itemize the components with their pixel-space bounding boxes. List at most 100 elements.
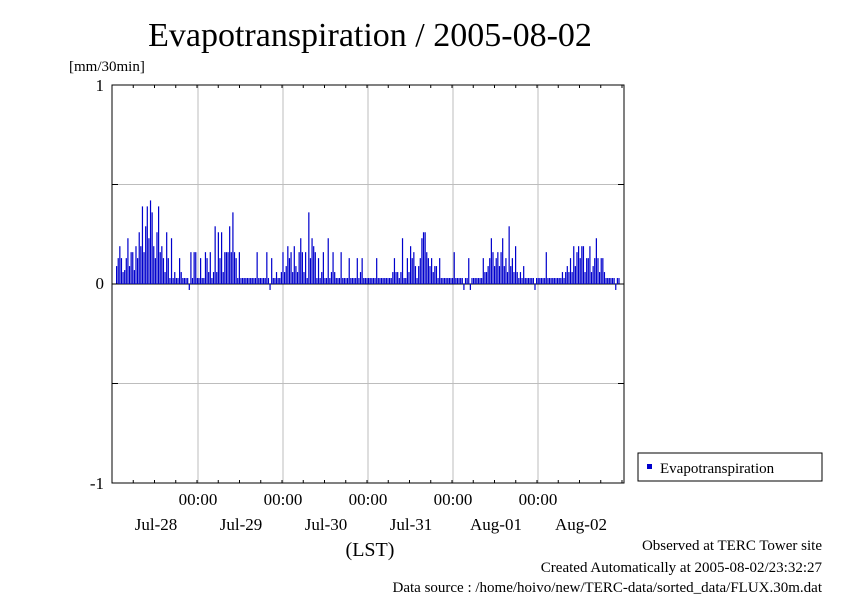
- x-time-label: 00:00: [179, 490, 218, 509]
- y-axis-unit-label: [mm/30min]: [69, 59, 145, 75]
- bar: [510, 266, 512, 284]
- bar: [502, 238, 504, 284]
- bar: [555, 278, 557, 284]
- bar: [610, 278, 612, 284]
- bar: [400, 272, 402, 284]
- bar: [183, 278, 186, 284]
- bar: [201, 278, 203, 284]
- bar: [434, 266, 436, 284]
- footer-source-text: Data source : /home/hoivo/new/TERC-data/…: [393, 580, 823, 595]
- bar: [342, 278, 344, 284]
- bar: [515, 246, 517, 284]
- bar: [516, 272, 518, 284]
- bar: [568, 272, 570, 284]
- bar: [347, 278, 349, 284]
- bar: [380, 278, 383, 284]
- bar: [558, 278, 560, 284]
- bar: [498, 266, 501, 284]
- bar: [267, 278, 270, 284]
- x-axis-label: (LST): [346, 539, 395, 561]
- bar: [519, 272, 522, 284]
- bar: [253, 278, 255, 284]
- bar: [282, 252, 284, 284]
- bar: [232, 212, 234, 284]
- bar: [431, 258, 433, 284]
- bar: [410, 246, 412, 284]
- bar: [314, 252, 316, 284]
- bar: [487, 266, 489, 284]
- bar: [271, 258, 273, 284]
- bar: [566, 266, 568, 284]
- bar: [435, 266, 438, 284]
- bar: [464, 278, 467, 284]
- bar: [329, 278, 331, 284]
- bar: [392, 272, 394, 284]
- bar: [379, 278, 381, 284]
- bar: [233, 252, 236, 284]
- bar: [254, 278, 257, 284]
- bar: [389, 278, 391, 284]
- bar: [548, 278, 551, 284]
- bar: [170, 238, 173, 284]
- bar: [427, 258, 429, 284]
- bar: [484, 272, 486, 284]
- bar: [477, 278, 480, 284]
- x-date-label: Aug-01: [470, 515, 522, 534]
- bar: [305, 252, 307, 284]
- bar: [473, 278, 475, 284]
- bar: [485, 272, 488, 284]
- bar: [340, 252, 342, 284]
- bar: [269, 284, 271, 290]
- bar: [508, 226, 510, 284]
- bar: [127, 238, 129, 284]
- bar: [128, 266, 131, 284]
- bar: [316, 278, 318, 284]
- bar: [521, 278, 523, 284]
- bar: [356, 258, 358, 284]
- x-time-label: 00:00: [349, 490, 388, 509]
- bar: [217, 232, 219, 284]
- bar: [581, 246, 583, 284]
- bar: [172, 278, 174, 284]
- bar: [326, 278, 328, 284]
- bar: [594, 258, 596, 284]
- bar: [272, 278, 274, 284]
- bar: [372, 278, 375, 284]
- bar: [416, 278, 418, 284]
- bar: [377, 278, 379, 284]
- bar: [492, 252, 494, 284]
- bar: [195, 252, 197, 284]
- bar: [393, 258, 396, 284]
- bar: [574, 266, 576, 284]
- bar: [419, 258, 421, 284]
- bar: [527, 278, 530, 284]
- bar: [545, 252, 547, 284]
- bar: [179, 258, 181, 284]
- bar: [161, 246, 163, 284]
- bar: [547, 278, 549, 284]
- bar: [589, 246, 591, 284]
- bar: [518, 278, 520, 284]
- bar: [382, 278, 384, 284]
- bar: [285, 266, 287, 284]
- bar: [300, 238, 302, 284]
- bar: [130, 252, 132, 284]
- bar: [185, 278, 187, 284]
- bar: [445, 278, 447, 284]
- x-date-label: Jul-31: [390, 515, 433, 534]
- bar: [188, 284, 190, 290]
- bar: [368, 278, 370, 284]
- bar: [124, 270, 126, 284]
- bar: [529, 278, 531, 284]
- bar: [489, 258, 491, 284]
- bar: [513, 272, 515, 284]
- axis-ticks: [111, 84, 624, 484]
- bar: [175, 278, 177, 284]
- bar: [292, 272, 294, 284]
- bar: [203, 278, 205, 284]
- bar: [460, 278, 462, 284]
- bar: [350, 278, 352, 284]
- bar: [456, 278, 459, 284]
- bar: [143, 252, 145, 284]
- legend-box: [637, 452, 823, 482]
